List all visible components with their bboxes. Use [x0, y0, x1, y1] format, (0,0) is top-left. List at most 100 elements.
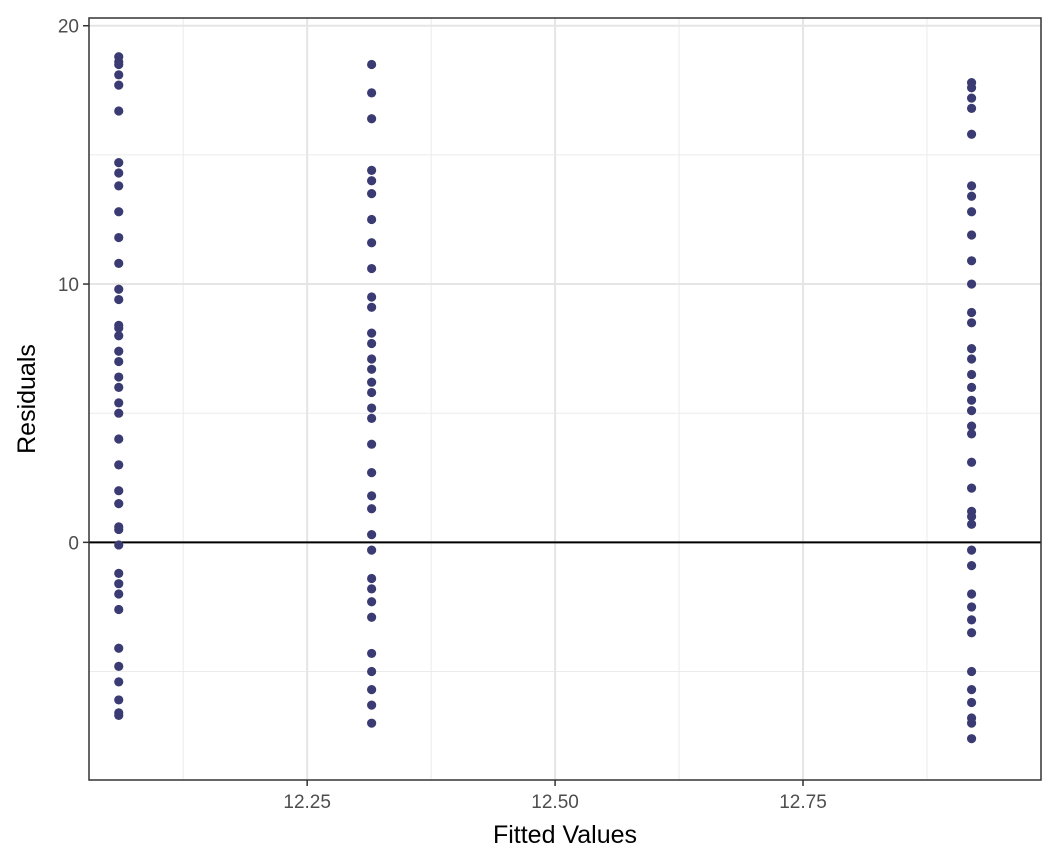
data-point	[966, 734, 977, 744]
data-point	[114, 258, 124, 268]
data-point	[367, 88, 377, 98]
x-axis-title: Fitted Values	[493, 821, 637, 849]
data-point	[114, 331, 124, 341]
y-axis-ticks: 0 10 20	[58, 17, 89, 554]
y-tick-label: 20	[58, 17, 79, 38]
y-tick-label: 10	[58, 275, 79, 296]
data-point	[367, 612, 377, 622]
data-point	[367, 491, 377, 501]
data-point	[114, 643, 124, 653]
data-point	[367, 545, 377, 555]
data-point	[114, 579, 124, 589]
data-point	[114, 499, 124, 509]
data-point	[966, 697, 977, 708]
x-tick-label: 12.75	[779, 792, 827, 813]
data-point	[367, 328, 377, 338]
data-point	[114, 408, 124, 418]
data-point	[367, 214, 377, 225]
data-point	[114, 486, 124, 496]
data-point	[114, 59, 124, 70]
data-point	[966, 666, 977, 677]
data-point	[966, 602, 977, 612]
data-point	[966, 354, 977, 364]
data-point	[114, 677, 124, 687]
data-point	[966, 279, 977, 289]
data-point	[367, 700, 377, 710]
data-point	[367, 114, 377, 124]
data-point	[114, 604, 124, 615]
data-point	[114, 661, 124, 671]
y-axis-title: Residuals	[13, 344, 41, 454]
data-point	[966, 181, 977, 191]
data-point	[114, 710, 124, 721]
data-point	[367, 530, 377, 540]
data-point	[966, 457, 977, 467]
data-point	[367, 666, 377, 677]
x-axis-ticks: 12.25 12.50 12.75	[283, 780, 827, 813]
data-point	[966, 511, 977, 522]
data-point	[367, 238, 377, 248]
plot-panel-border	[88, 17, 1042, 781]
data-point	[114, 356, 124, 367]
data-point	[114, 589, 124, 599]
x-tick-label: 12.50	[531, 792, 579, 813]
data-point	[367, 584, 377, 594]
data-point	[114, 524, 124, 535]
data-point	[367, 403, 377, 413]
data-point	[966, 382, 977, 392]
data-point	[114, 568, 124, 578]
data-point	[966, 207, 977, 217]
data-point	[367, 292, 377, 302]
plot-background	[89, 18, 1041, 780]
data-point	[966, 369, 977, 380]
x-tick-label: 12.25	[283, 792, 331, 813]
data-point	[966, 230, 977, 240]
data-point	[367, 648, 377, 659]
data-point	[966, 561, 977, 571]
data-point	[367, 413, 377, 423]
data-point	[114, 181, 124, 191]
data-point	[114, 398, 124, 408]
data-point	[966, 83, 977, 93]
data-point	[114, 372, 124, 382]
data-point	[966, 93, 977, 103]
data-point	[367, 59, 377, 70]
data-point	[114, 80, 124, 90]
data-point	[966, 628, 977, 638]
data-point	[966, 103, 977, 114]
data-point	[114, 540, 124, 550]
data-point	[367, 684, 377, 695]
data-point	[966, 307, 977, 318]
data-point	[966, 615, 977, 625]
data-point	[966, 718, 977, 728]
data-point	[114, 346, 124, 356]
data-point	[367, 504, 377, 514]
data-point	[114, 294, 124, 305]
data-point	[367, 468, 377, 478]
data-point	[114, 323, 124, 333]
minor-gridlines	[89, 18, 1041, 780]
data-point	[966, 318, 977, 328]
data-point	[367, 176, 377, 186]
data-point	[966, 684, 977, 695]
data-point	[367, 165, 377, 175]
data-point	[966, 545, 977, 555]
data-point	[367, 189, 377, 199]
data-point	[367, 338, 377, 349]
data-point	[966, 129, 977, 139]
data-point	[367, 597, 377, 607]
data-point	[367, 302, 377, 312]
data-point	[367, 718, 377, 728]
data-point	[966, 395, 977, 405]
data-point	[114, 232, 124, 243]
data-point	[367, 263, 377, 274]
data-point	[966, 483, 977, 493]
data-point	[367, 387, 377, 398]
data-point	[966, 421, 977, 431]
data-point	[966, 191, 977, 201]
data-point	[367, 439, 377, 449]
data-point	[114, 168, 124, 178]
data-point	[114, 460, 124, 470]
y-tick-label: 0	[68, 533, 79, 554]
